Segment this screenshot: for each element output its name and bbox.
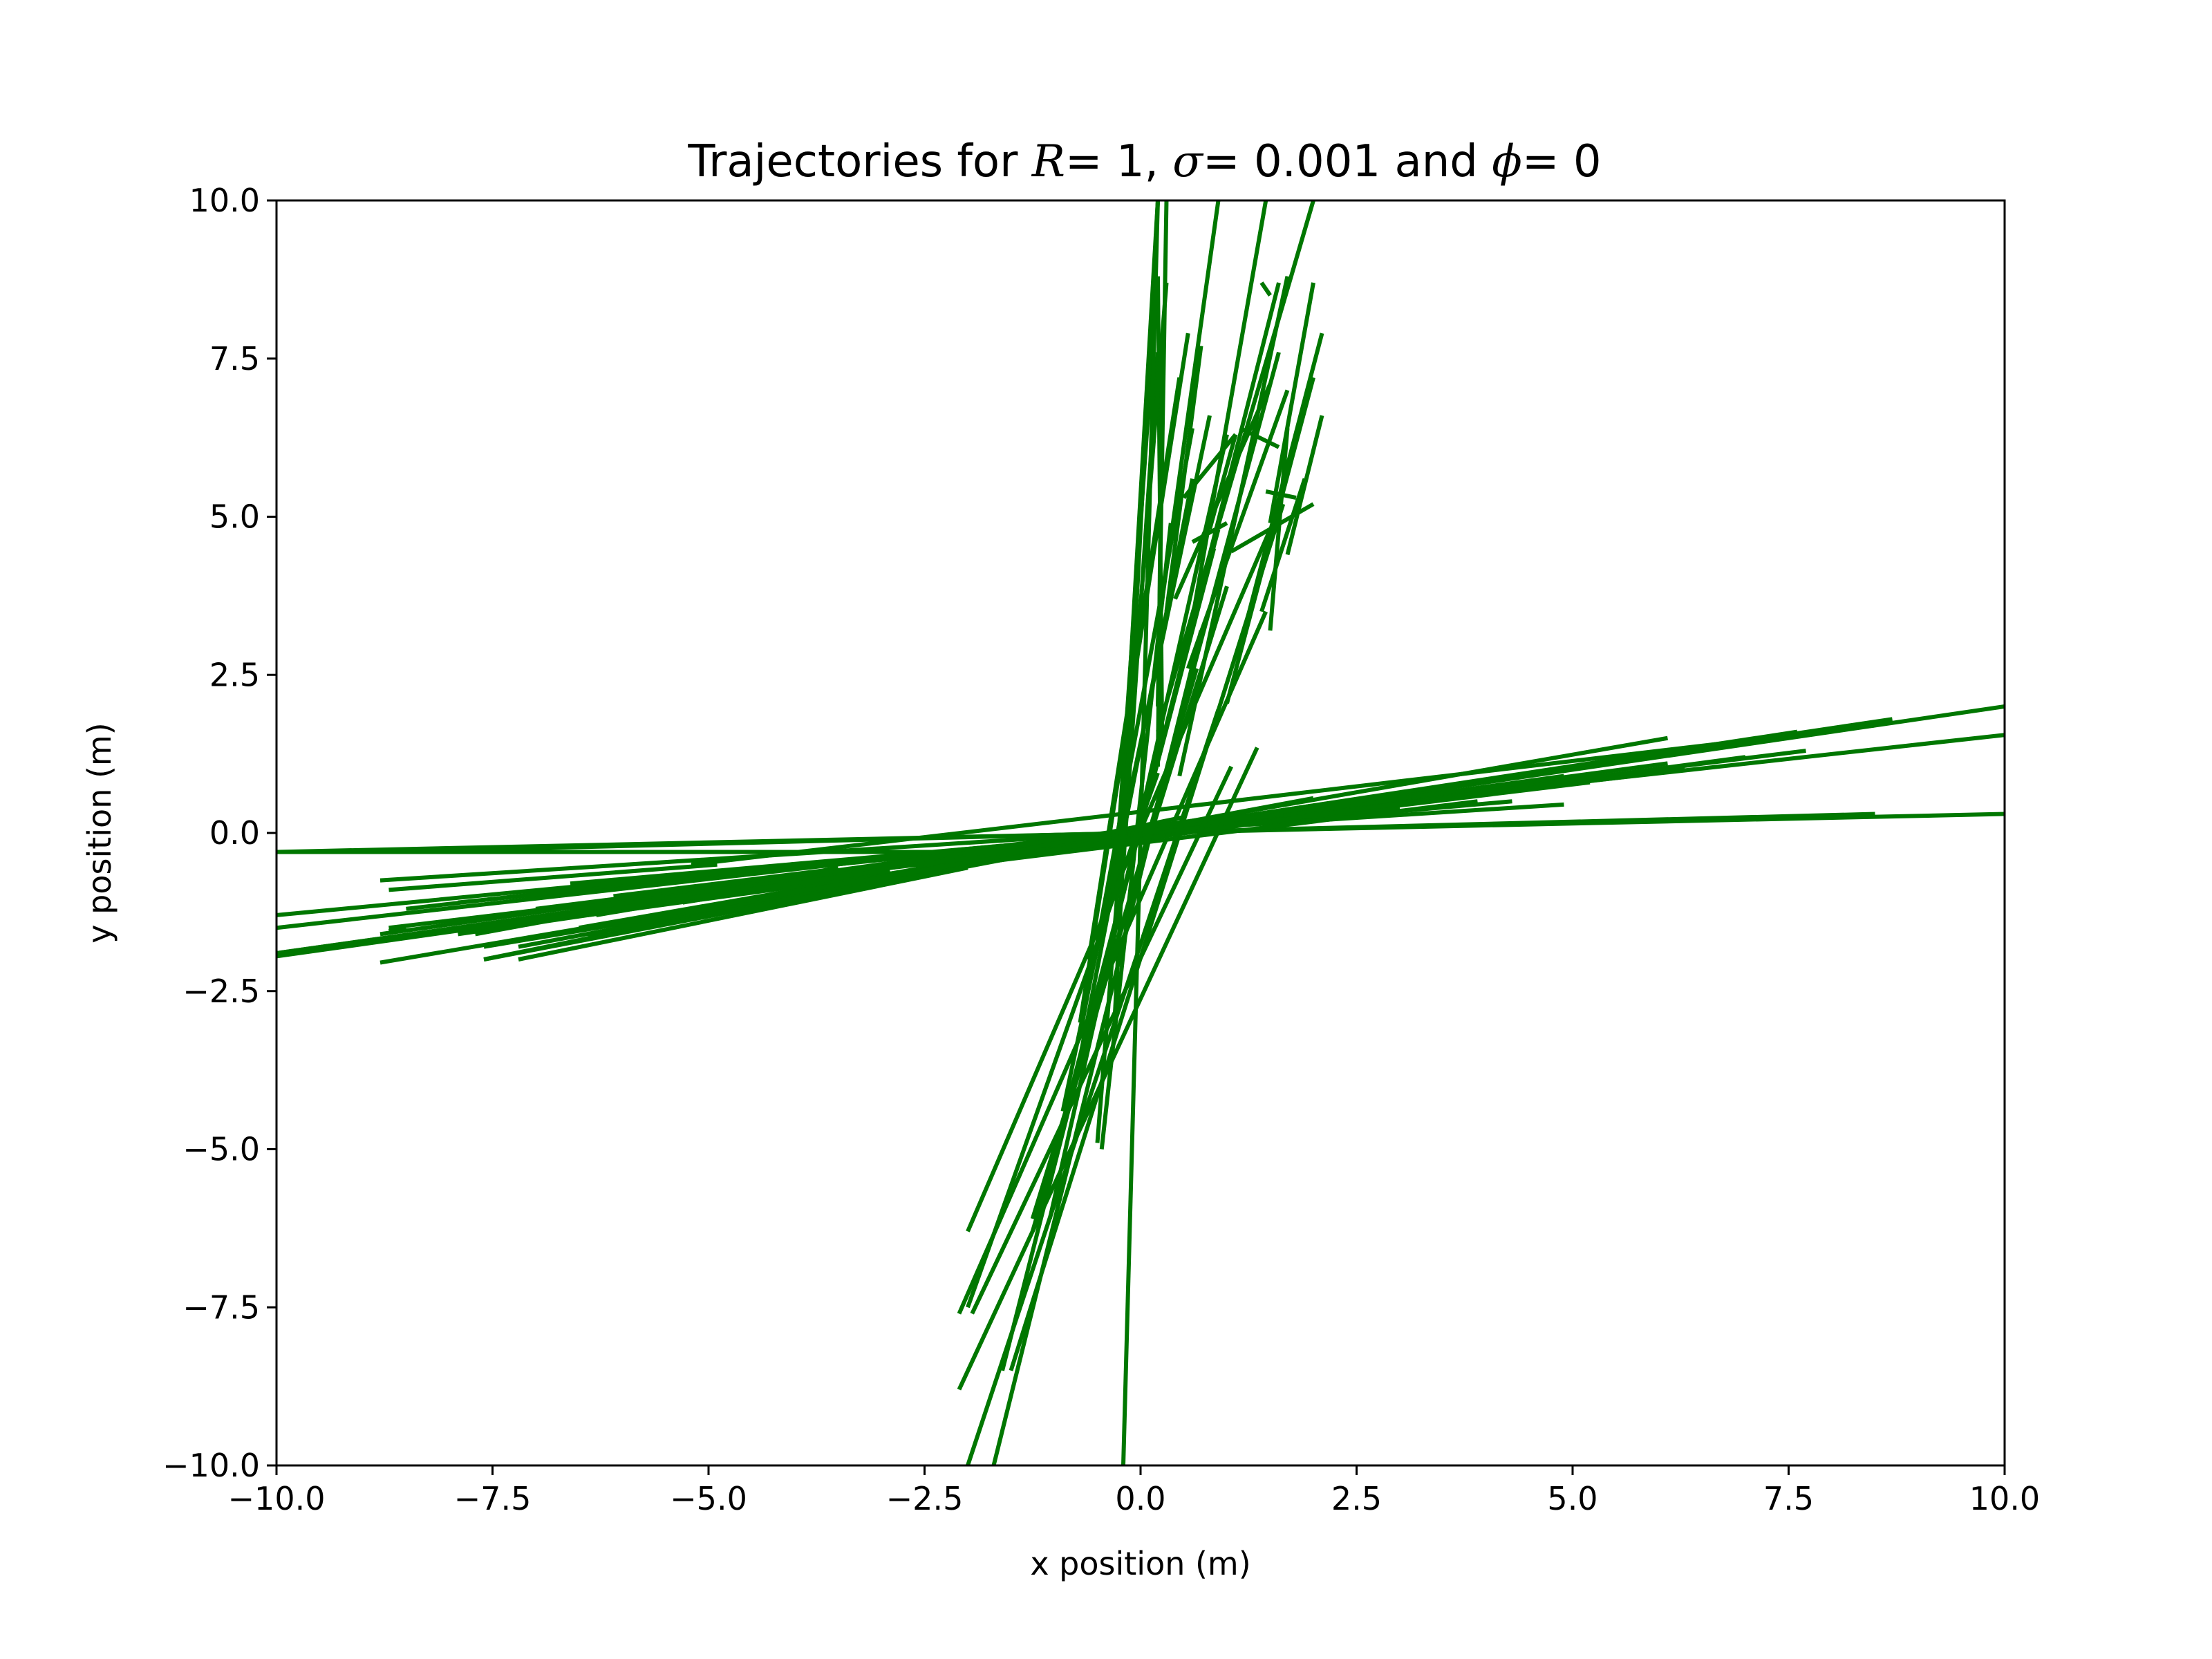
- y-tick-label: 2.5: [209, 656, 260, 693]
- trajectory-line-69: [1185, 389, 1290, 670]
- trajectory-line-98: [970, 765, 1233, 1315]
- trajectory-line-96: [966, 709, 1221, 1465]
- plot-area: [276, 200, 2005, 1465]
- trajectory-line-65: [1230, 502, 1315, 554]
- x-tick-label: −2.5: [886, 1480, 964, 1517]
- trajectory-line-51: [1177, 276, 1290, 777]
- trajectory-line-32: [613, 868, 821, 899]
- trajectory-line-89: [1052, 547, 1217, 1156]
- x-tick-label: 7.5: [1763, 1480, 1814, 1517]
- trajectory-line-59: [1191, 521, 1228, 544]
- y-tick-label: 0.0: [209, 814, 260, 852]
- x-tick-label: 0.0: [1115, 1480, 1165, 1517]
- y-tick-label: −5.0: [182, 1131, 260, 1168]
- trajectory-line-14: [379, 802, 1564, 883]
- x-tick-label: 10.0: [1969, 1480, 2040, 1517]
- x-tick-label: 5.0: [1547, 1480, 1597, 1517]
- trajectory-line-36: [388, 926, 407, 933]
- x-axis-ticks: −10.0 −7.5 −5.0 −2.5 0.0 2.5 5.0 7.5 10.0: [228, 1465, 2040, 1517]
- trajectory-line-42: [388, 862, 718, 892]
- title-sigma-symbol: σ: [1172, 136, 1204, 187]
- y-tick-label: 10.0: [189, 182, 260, 219]
- trajectory-line-99: [966, 772, 1160, 1309]
- chart-title: Trajectories for R= 1, σ= 0.001 and ϕ= 0: [687, 136, 1601, 187]
- title-r-value: = 1,: [1065, 136, 1172, 187]
- title-phi-value: = 0: [1522, 136, 1602, 187]
- trajectory-line-55: [1268, 428, 1290, 631]
- trajectory-line-97: [957, 747, 1259, 1391]
- title-sigma-value: = 0.001 and: [1203, 136, 1492, 187]
- trajectory-line-47: [379, 846, 1051, 965]
- title-phi-symbol: ϕ: [1492, 136, 1522, 187]
- x-tick-label: −7.5: [454, 1480, 532, 1517]
- trajectory-line-93: [1009, 503, 1286, 1371]
- y-tick-label: −7.5: [182, 1288, 260, 1326]
- x-tick-label: 2.5: [1331, 1480, 1382, 1517]
- trajectory-line-45: [518, 865, 968, 962]
- trajectory-line-28: [535, 859, 917, 911]
- trajectory-line-41: [587, 868, 865, 911]
- trajectory-line-44: [276, 868, 882, 959]
- trajectory-line-62: [1259, 281, 1272, 297]
- trajectory-line-78: [1112, 200, 1160, 1020]
- y-tick-label: 7.5: [209, 340, 260, 377]
- trajectory-lines: [276, 200, 2005, 1465]
- trajectory-line-46: [276, 843, 1003, 917]
- trajectory-line-48: [483, 840, 1094, 962]
- trajectory-line-67: [1173, 383, 1273, 600]
- trajectory-line-60: [1265, 489, 1297, 500]
- y-axis-ticks: −10.0 −7.5 −5.0 −2.5 0.0 2.5 5.0 7.5 10.0: [162, 182, 276, 1484]
- title-r-symbol: R: [1031, 136, 1065, 187]
- y-tick-label: −10.0: [162, 1447, 260, 1484]
- trajectory-line-73: [1156, 352, 1165, 767]
- y-tick-label: −2.5: [182, 973, 260, 1010]
- x-axis-label: x position (m): [1030, 1545, 1250, 1582]
- x-tick-label: −10.0: [228, 1480, 326, 1517]
- title-prefix: Trajectories for: [687, 136, 1031, 187]
- trajectory-line-53: [1185, 200, 1268, 644]
- y-axis-label: y position (m): [81, 722, 118, 943]
- trajectory-line-83: [1074, 478, 1194, 1080]
- trajectory-line-56: [1259, 478, 1307, 612]
- trajectory-line-61: [1239, 426, 1280, 449]
- trajectory-line-57: [1268, 282, 1315, 524]
- trajectory-line-58: [1285, 415, 1324, 556]
- y-tick-label: 5.0: [209, 498, 260, 536]
- x-tick-label: −5.0: [670, 1480, 747, 1517]
